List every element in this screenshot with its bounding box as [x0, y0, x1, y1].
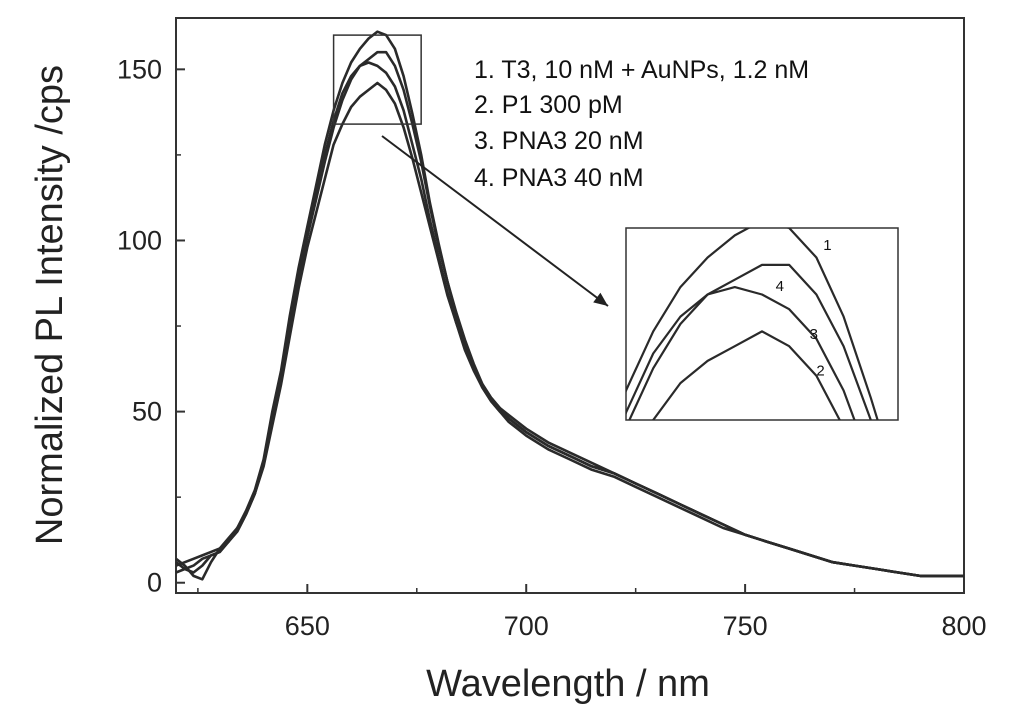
zoom-arrow	[381, 135, 609, 307]
x-tick-label: 700	[504, 611, 549, 641]
y-axis-title: Normalized PL Intensity /cps	[29, 65, 71, 545]
y-axis-ticks: 0 50 100 150	[117, 54, 185, 598]
y-tick-label: 100	[117, 225, 162, 255]
inset-series-line-4	[628, 263, 872, 420]
inset-label-3: 3	[810, 326, 818, 343]
inset-label-1: 1	[823, 237, 831, 254]
y-tick-label: 50	[132, 397, 162, 427]
x-tick-label: 800	[941, 611, 986, 641]
legend: 1. T3, 10 nM + AuNPs, 1.2 nM 2. P1 300 p…	[474, 56, 809, 192]
x-tick-label: 650	[285, 611, 330, 641]
inset-frame	[625, 227, 899, 421]
inset-label-4: 4	[776, 278, 784, 295]
y-tick-label: 150	[117, 54, 162, 84]
y-tick-label: 0	[147, 568, 162, 598]
zoom-arrowhead	[593, 292, 608, 306]
x-axis-title: Wavelength / nm	[426, 663, 710, 705]
legend-entry-3: 3. PNA3 20 nM	[474, 127, 644, 155]
inset-series-line-2	[651, 330, 841, 420]
series-group	[175, 30, 964, 581]
zoom-box	[332, 34, 422, 125]
x-axis-ticks: 650 700 750 800	[197, 584, 987, 641]
legend-entry-4: 4. PNA3 40 nM	[474, 164, 644, 192]
plot-area-frame	[175, 17, 965, 594]
inset-series-line-1	[626, 228, 879, 420]
series-line-4	[175, 50, 964, 578]
inset-series-group	[626, 228, 879, 420]
legend-entry-1: 1. T3, 10 nM + AuNPs, 1.2 nM	[474, 56, 809, 84]
inset-labels: 1 4 3 2	[776, 237, 832, 380]
x-tick-label: 750	[723, 611, 768, 641]
legend-entry-2: 2. P1 300 pM	[474, 91, 623, 119]
inset-series-line-3	[626, 286, 856, 420]
inset-label-2: 2	[816, 363, 824, 380]
